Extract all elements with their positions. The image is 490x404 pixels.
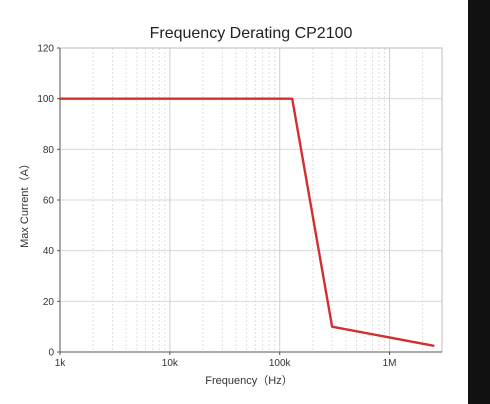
y-tick-label: 0 bbox=[48, 348, 54, 359]
dark-edge-strip bbox=[468, 0, 490, 404]
x-tick-label: 1k bbox=[55, 358, 67, 369]
x-tick-label: 10k bbox=[162, 358, 179, 369]
y-axis-label: Max Current（A） bbox=[18, 158, 31, 248]
y-tick-label: 120 bbox=[37, 44, 54, 55]
series-line bbox=[58, 97, 435, 347]
x-tick-label: 100k bbox=[269, 358, 292, 369]
y-tick-label: 60 bbox=[43, 196, 55, 207]
y-tick-label: 100 bbox=[37, 94, 54, 105]
chart-svg: Frequency Derating CP2100 0 20 40 60 80 100 12… bbox=[18, 25, 443, 387]
x-axis-label: Frequency（Hz） bbox=[205, 374, 292, 387]
axes: 0 20 40 60 80 100 120 1k 10k 100k 1M bbox=[37, 44, 443, 369]
series bbox=[58, 97, 435, 347]
y-tick-label: 40 bbox=[43, 246, 55, 257]
x-tick-label: 1M bbox=[383, 358, 397, 369]
y-tick-label: 80 bbox=[43, 145, 55, 156]
y-tick-label: 20 bbox=[43, 297, 55, 308]
chart-title: Frequency Derating CP2100 bbox=[150, 25, 353, 42]
